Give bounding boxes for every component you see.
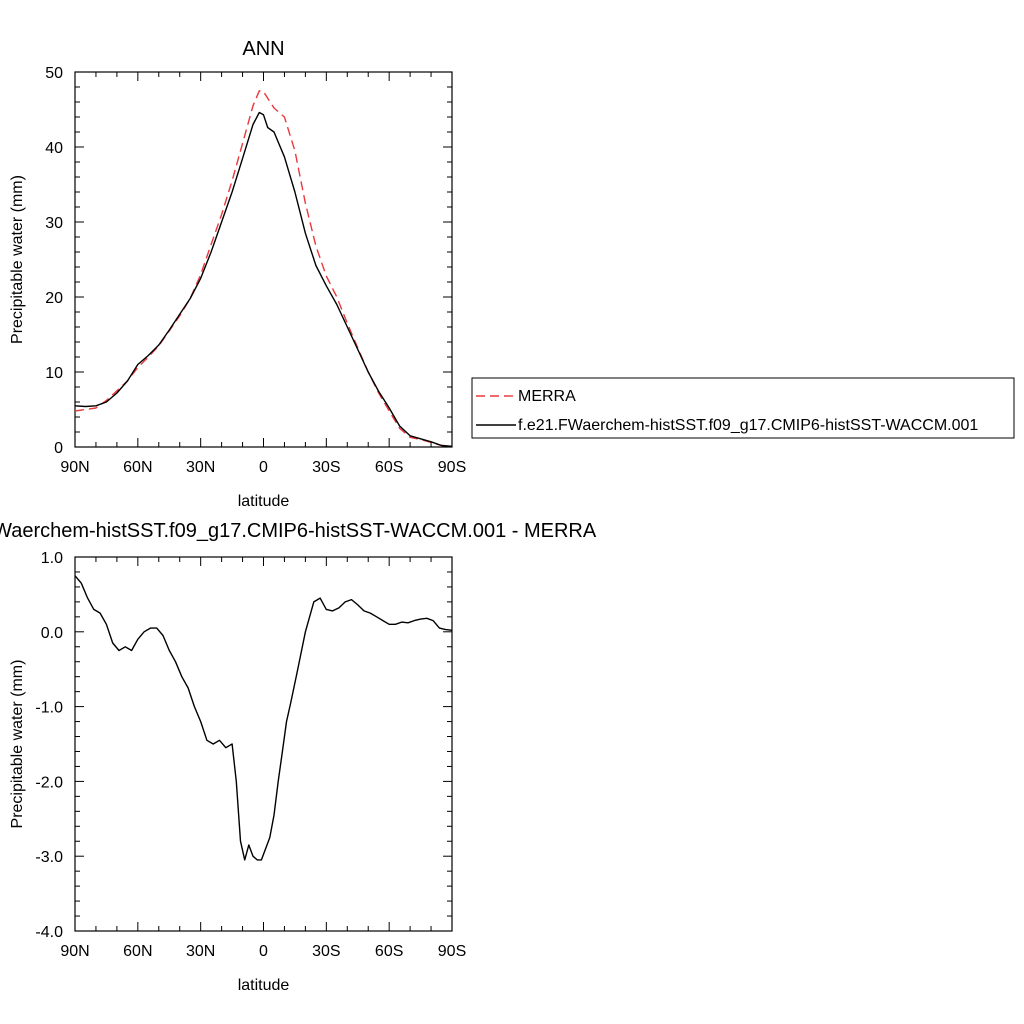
y-axis-label: Precipitable water (mm)	[9, 660, 26, 829]
y-tick-label: 20	[45, 290, 63, 307]
legend-label-1: f.e21.FWaerchem-histSST.f09_g17.CMIP6-hi…	[518, 417, 978, 434]
plot-frame	[74, 71, 453, 448]
x-tick-label: 90N	[60, 459, 89, 476]
x-tick-label: 0	[259, 943, 268, 960]
x-tick-label: 30S	[312, 943, 340, 960]
legend-label-0: MERRA	[518, 388, 576, 405]
x-axis-label: latitude	[238, 493, 290, 510]
legend-box	[471, 377, 1015, 439]
x-tick-label: 60S	[375, 943, 403, 960]
x-tick-label: 30S	[312, 459, 340, 476]
series-line-1	[74, 111, 453, 447]
series-line-0	[74, 90, 453, 447]
x-tick-label: 90S	[438, 459, 466, 476]
x-tick-label: 0	[259, 459, 268, 476]
y-tick-label: 10	[45, 365, 63, 382]
y-axis-label: Precipitable water (mm)	[9, 175, 26, 344]
legend: MERRA f.e21.FWaerchem-histSST.f09_g17.CMI…	[471, 377, 1015, 439]
y-tick-label: 0	[54, 440, 63, 457]
y-tick-label: 40	[45, 140, 63, 157]
x-tick-label: 60S	[375, 459, 403, 476]
y-tick-label: 0.0	[41, 625, 63, 642]
difference-chart: f.e21.FWaerchem-histSST.f09_g17.CMIP6-hi…	[0, 520, 597, 994]
x-tick-label: 90S	[438, 943, 466, 960]
series-line-0	[74, 575, 453, 861]
x-tick-label: 30N	[186, 943, 215, 960]
y-tick-label: -4.0	[35, 924, 63, 941]
y-tick-label: -1.0	[35, 700, 63, 717]
x-axis-label: latitude	[238, 977, 290, 994]
y-tick-label: -2.0	[35, 774, 63, 791]
y-tick-label: 1.0	[41, 550, 63, 567]
x-tick-label: 60N	[123, 459, 152, 476]
chart-title: f.e21.FWaerchem-histSST.f09_g17.CMIP6-hi…	[0, 520, 597, 542]
y-tick-label: 30	[45, 215, 63, 232]
top-chart: ANN 90N 60N 30N 0 30S 60S 90S 0 10 20 30 40 50 latitud…	[9, 38, 466, 510]
y-tick-label: 50	[45, 65, 63, 82]
x-tick-label: 60N	[123, 943, 152, 960]
chart-title: ANN	[242, 38, 284, 60]
y-tick-label: -3.0	[35, 849, 63, 866]
x-tick-label: 90N	[60, 943, 89, 960]
x-tick-label: 30N	[186, 459, 215, 476]
plot-frame	[74, 556, 453, 932]
